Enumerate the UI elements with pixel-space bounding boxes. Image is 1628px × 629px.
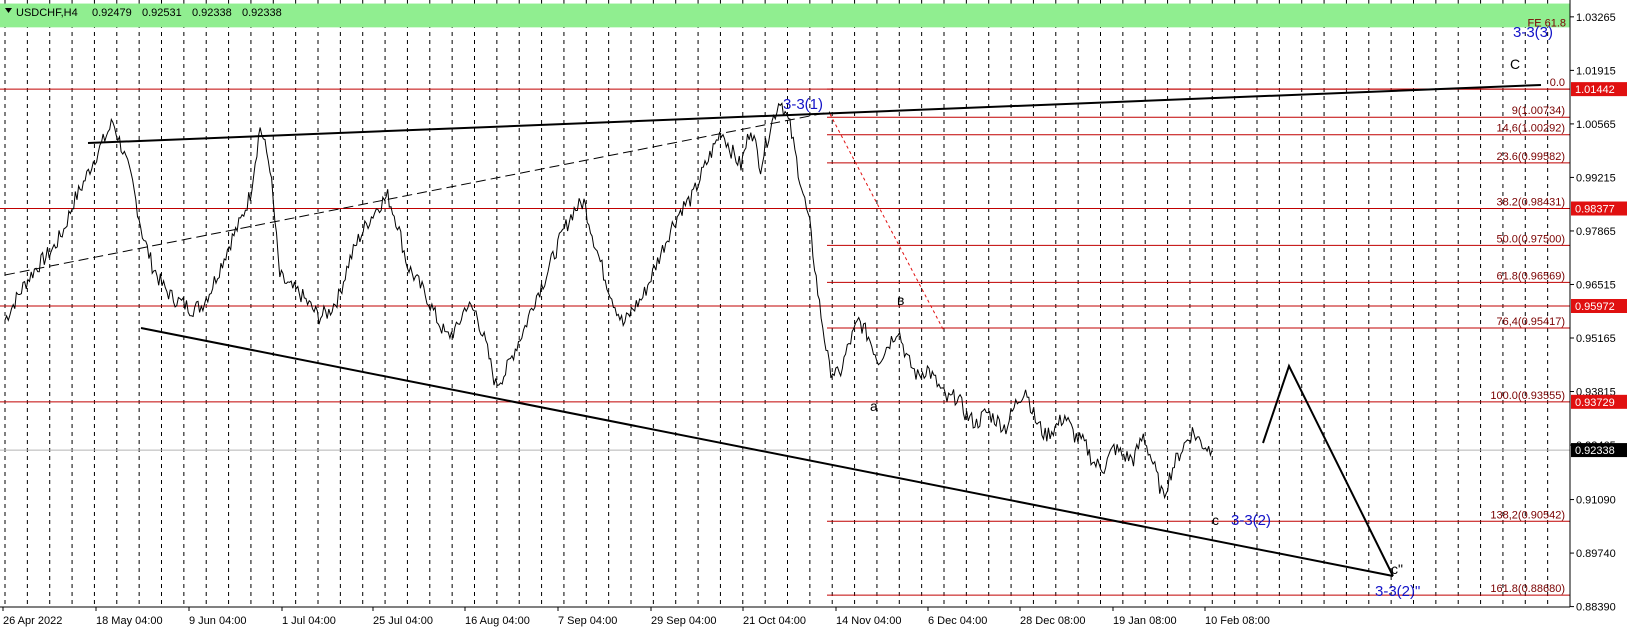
fe-zone-label: FE 61.8 xyxy=(1527,17,1566,29)
fe-zone-band xyxy=(0,3,1570,28)
wave-label-3-3-2: 3-3(2) xyxy=(1231,512,1271,529)
price-tick-label: 0.97865 xyxy=(1576,226,1616,238)
dashed-channel-line xyxy=(4,111,831,276)
projection-line xyxy=(1262,363,1394,577)
lower-wedge-line xyxy=(140,327,1394,577)
level-label: 76,4(0.95417) xyxy=(1497,316,1566,328)
chevron-down-icon[interactable] xyxy=(5,8,12,13)
time-tick-label: 1 Jul 04:00 xyxy=(282,615,336,627)
wave-label-a: a xyxy=(870,398,878,414)
wave-label-c-double-prime: c" xyxy=(1391,561,1403,577)
time-tick-label: 9 Jun 04:00 xyxy=(189,615,247,627)
time-tick-label: 10 Feb 08:00 xyxy=(1205,615,1270,627)
time-tick-label: 16 Aug 04:00 xyxy=(465,615,530,627)
wave-label-C: C xyxy=(1510,56,1520,72)
chart-header: USDCHF,H4 0.92479 0.92531 0.92338 0.9233… xyxy=(5,7,282,19)
red-dotted-line xyxy=(829,113,945,332)
fibonacci-levels: 0.0 9(1.00734) 14,6(1.00292) 23.6(0.99582) 3… xyxy=(0,77,1570,596)
symbol-timeframe: USDCHF,H4 xyxy=(16,7,78,19)
level-label: 14,6(1.00292) xyxy=(1497,123,1566,135)
wave-labels: 3-3(3) C 3-3(1) a в c 3-3(2) c" 3-3(2)" xyxy=(783,24,1553,600)
level-label: 9(1.00734) xyxy=(1512,105,1565,117)
trend-lines xyxy=(4,84,1542,577)
price-tick-label: 1.03265 xyxy=(1576,12,1616,24)
price-series-line xyxy=(4,102,1213,500)
time-axis: 26 Apr 2022 18 May 04:00 9 Jun 04:00 1 Jul … xyxy=(2,607,1270,627)
time-tick-label: 6 Dec 04:00 xyxy=(928,615,987,627)
price-tick-label: 0.88390 xyxy=(1576,602,1616,614)
wave-label-c: c xyxy=(1212,512,1219,528)
price-tick-label: 0.95165 xyxy=(1576,333,1616,345)
ohlc-close: 0.92338 xyxy=(242,7,282,19)
price-tags: 1.01442 0.98377 0.95972 0.93729 0.92338 xyxy=(1571,82,1627,458)
time-tick-label: 26 Apr 2022 xyxy=(3,615,62,627)
current-price-tag-text: 0.92338 xyxy=(1575,445,1615,457)
level-label: 0.0 xyxy=(1550,77,1565,89)
price-tick-label: 0.89740 xyxy=(1576,548,1616,560)
time-tick-label: 21 Oct 04:00 xyxy=(743,615,806,627)
level-label: 100.0(0.93555) xyxy=(1490,390,1565,402)
wave-label-3-3-1: 3-3(1) xyxy=(783,96,823,113)
level-price-tag xyxy=(1571,201,1627,216)
level-label: 23.6(0.99582) xyxy=(1497,151,1566,163)
current-price-tag xyxy=(1571,443,1627,458)
wave-label-3-3-3: 3-3(3) xyxy=(1513,24,1553,41)
level-label: 138,2(0.90542) xyxy=(1490,509,1565,521)
vertical-gridlines xyxy=(4,0,1571,607)
level-price-tag xyxy=(1571,298,1627,313)
level-price-tag-text: 0.93729 xyxy=(1575,397,1615,409)
price-tick-label: 1.00565 xyxy=(1576,119,1616,131)
price-tick-label: 1.01915 xyxy=(1576,65,1616,77)
price-tick-label: 0.99215 xyxy=(1576,172,1616,184)
ohlc-low: 0.92338 xyxy=(192,7,232,19)
time-tick-label: 14 Nov 04:00 xyxy=(836,615,901,627)
upper-wedge-line xyxy=(87,84,1542,144)
wave-label-b: в xyxy=(897,292,904,308)
time-tick-label: 7 Sep 04:00 xyxy=(558,615,617,627)
time-tick-label: 19 Jan 08:00 xyxy=(1113,615,1177,627)
level-label: 161.8(0.88680) xyxy=(1490,583,1565,595)
time-tick-label: 25 Jul 04:00 xyxy=(373,615,433,627)
level-label: 61.8(0.96569) xyxy=(1497,270,1566,282)
time-tick-label: 28 Dec 08:00 xyxy=(1020,615,1085,627)
level-price-tag xyxy=(1571,394,1627,409)
level-label: 50.0(0.97500) xyxy=(1497,233,1566,245)
level-price-tag xyxy=(1571,82,1627,97)
level-price-tag-text: 0.95972 xyxy=(1575,301,1615,313)
ohlc-open: 0.92479 xyxy=(92,7,132,19)
ohlc-high: 0.92531 xyxy=(142,7,182,19)
price-tick-label: 0.96515 xyxy=(1576,279,1616,291)
price-tick-label: 0.91090 xyxy=(1576,495,1616,507)
wave-label-3-3-2-double-prime: 3-3(2)" xyxy=(1375,583,1420,600)
time-tick-label: 29 Sep 04:00 xyxy=(651,615,716,627)
level-price-tag-text: 1.01442 xyxy=(1575,84,1615,96)
level-label: 38.2(0.98431) xyxy=(1497,197,1566,209)
level-price-tag-text: 0.98377 xyxy=(1575,204,1615,216)
time-tick-label: 18 May 04:00 xyxy=(96,615,163,627)
